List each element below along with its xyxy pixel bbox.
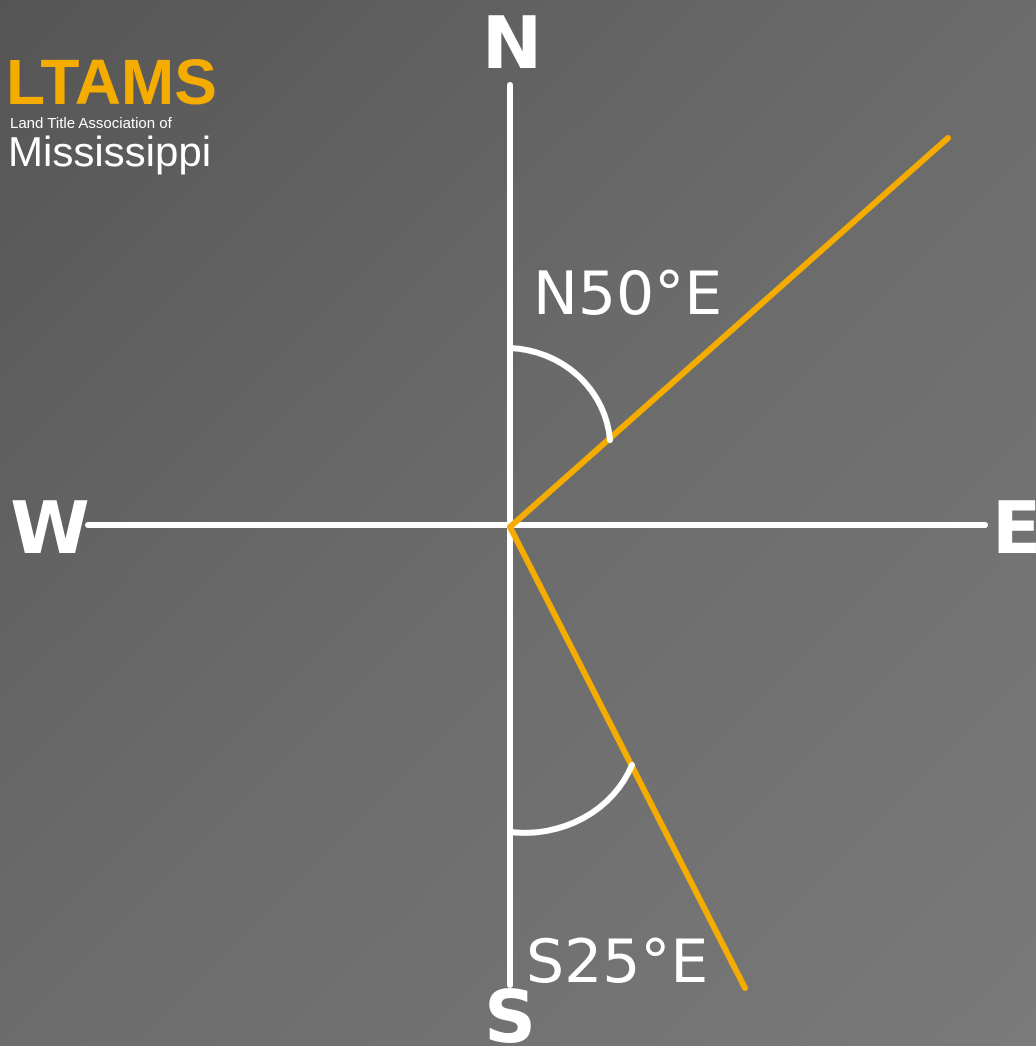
east-label: E	[992, 486, 1036, 570]
logo-line1: Land Title Association of	[10, 115, 173, 132]
north-label: N	[482, 1, 542, 85]
bearing-label: N50°E	[533, 259, 722, 329]
west-label: W	[10, 486, 89, 570]
angle-arc-ne	[507, 345, 613, 443]
logo-acronym: LTAMS	[6, 46, 217, 118]
logo-line2: Mississippi	[8, 128, 211, 175]
south-label: S	[484, 975, 536, 1046]
bearing-label: S25°E	[526, 927, 708, 997]
logo: LTAMS Land Title Association of Mississi…	[6, 46, 217, 175]
bearing-line-se	[507, 524, 748, 991]
bearing-line-ne	[507, 135, 951, 530]
angle-arc-se	[507, 762, 635, 836]
